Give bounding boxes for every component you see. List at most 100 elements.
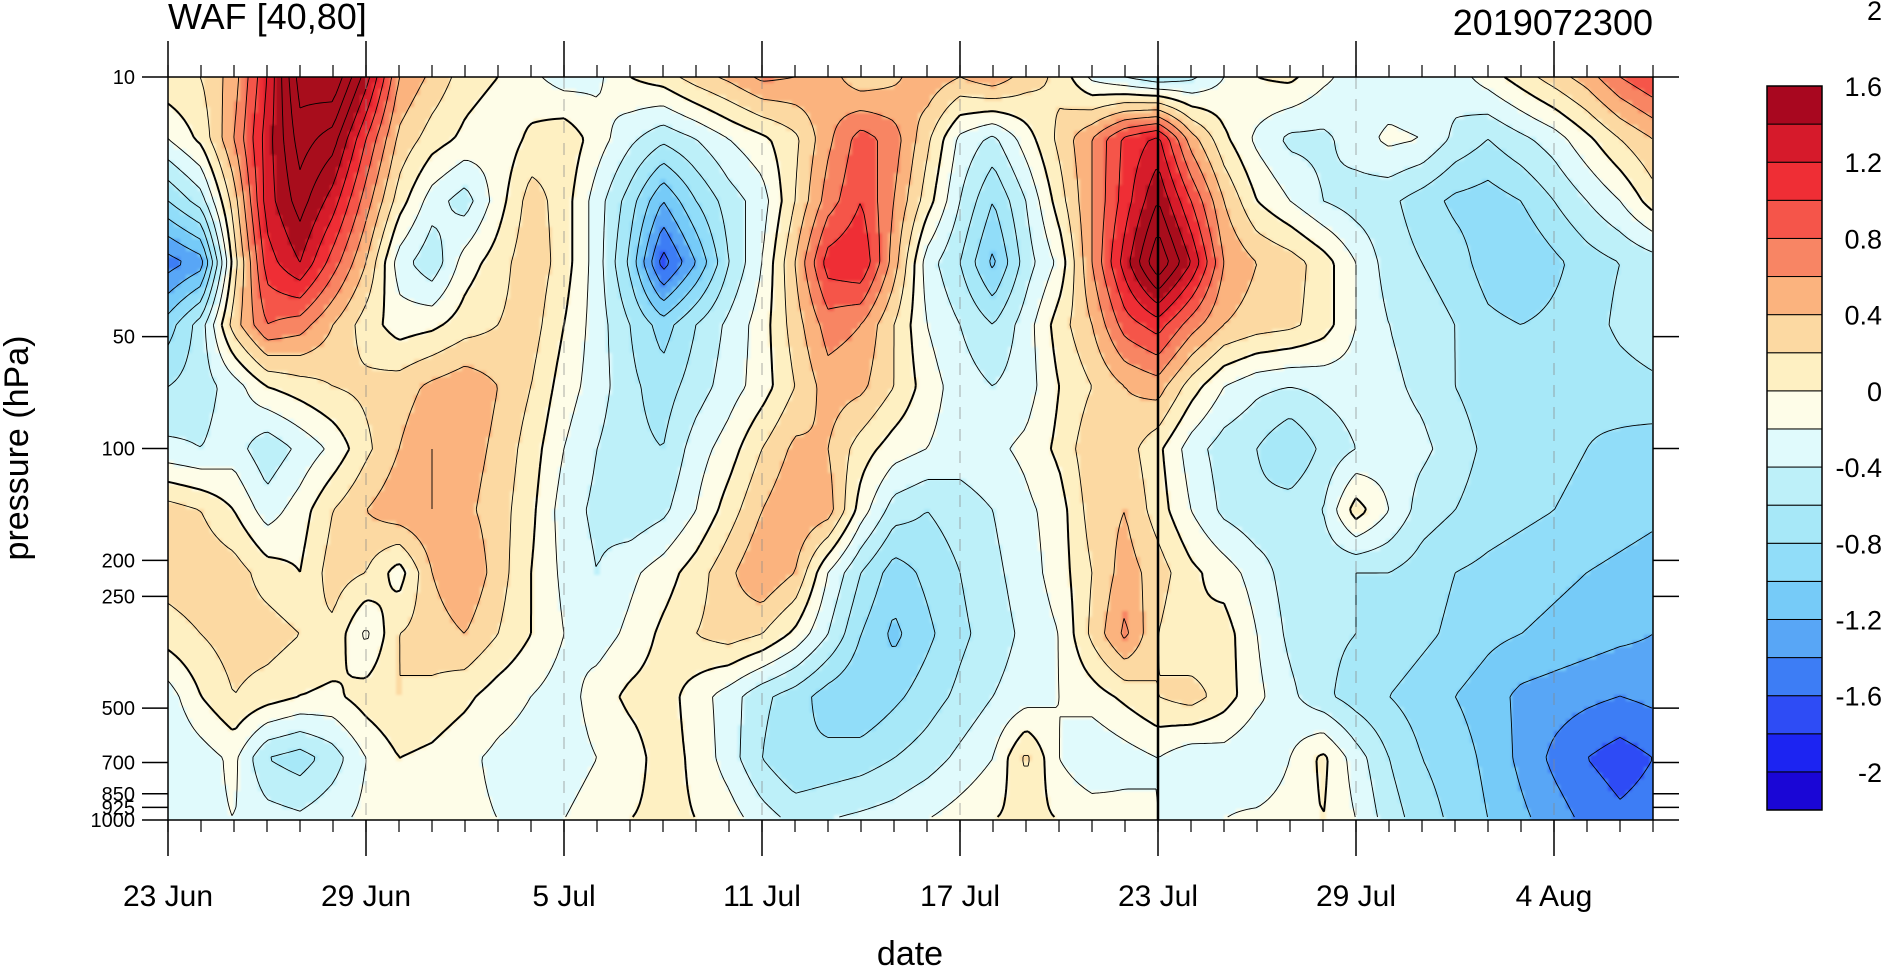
contour-cell (210, 161, 217, 168)
contour-cell (714, 179, 721, 186)
contour-cell (798, 143, 805, 150)
contour-cell (228, 173, 235, 180)
contour-cell (456, 83, 463, 90)
contour-cell (1278, 77, 1285, 84)
contour-cell (960, 173, 967, 180)
contour-cell (888, 143, 895, 150)
contour-cell (612, 107, 619, 114)
contour-cell (240, 143, 247, 150)
contour-cell (564, 125, 571, 132)
contour-cell (174, 95, 181, 102)
contour-cell (186, 155, 193, 162)
contour-cell (1572, 161, 1579, 168)
contour-cell (546, 107, 553, 114)
contour-cell (1152, 83, 1159, 90)
contour-cell (1608, 185, 1615, 192)
contour-cell (720, 137, 727, 144)
contour-cell (336, 137, 343, 144)
contour-cell (720, 173, 727, 180)
contour-cell (1404, 107, 1411, 114)
contour-cell (324, 125, 331, 132)
contour-cell (894, 155, 901, 162)
contour-cell (1416, 101, 1423, 108)
contour-cell (1026, 185, 1033, 192)
contour-cell (1542, 95, 1549, 102)
contour-cell (1164, 119, 1171, 126)
contour-cell (714, 131, 721, 138)
contour-cell (936, 137, 943, 144)
contour-cell (762, 77, 769, 84)
contour-cell (606, 155, 613, 162)
contour-cell (1044, 179, 1051, 186)
contour-cell (1476, 161, 1483, 168)
contour-cell (174, 149, 181, 156)
contour-cell (1098, 131, 1105, 138)
contour-cell (660, 155, 667, 162)
contour-cell (1452, 125, 1459, 132)
contour-cell (1308, 89, 1315, 96)
contour-cell (396, 107, 403, 114)
contour-cell (1386, 137, 1393, 144)
contour-cell (858, 125, 865, 132)
contour-cell (192, 107, 199, 114)
contour-cell (900, 179, 907, 186)
contour-cell (1068, 89, 1075, 96)
contour-cell (1614, 155, 1621, 162)
contour-cell (318, 119, 325, 126)
contour-cell (630, 143, 637, 150)
contour-cell (1020, 107, 1027, 114)
contour-cell (294, 77, 301, 84)
contour-cell (384, 137, 391, 144)
contour-cell (942, 161, 949, 168)
contour-cell (1188, 167, 1195, 174)
contour-cell (1170, 185, 1177, 192)
contour-cell (378, 185, 385, 192)
contour-cell (1272, 167, 1279, 174)
contour-cell (1074, 113, 1081, 120)
contour-cell (828, 113, 835, 120)
contour-cell (336, 125, 343, 132)
contour-cell (660, 137, 667, 144)
contour-cell (1272, 83, 1279, 90)
contour-cell (1026, 107, 1033, 114)
contour-cell (1476, 155, 1483, 162)
contour-cell (1320, 143, 1327, 150)
contour-cell (792, 167, 799, 174)
contour-cell (948, 125, 955, 132)
contour-cell (996, 83, 1003, 90)
contour-cell (552, 113, 559, 120)
contour-cell (1002, 89, 1009, 96)
contour-cell (1356, 113, 1363, 120)
contour-cell (624, 95, 631, 102)
contour-cell (330, 185, 337, 192)
contour-cell (1248, 143, 1255, 150)
contour-cell (1518, 161, 1525, 168)
contour-cell (168, 113, 175, 120)
contour-cell (726, 131, 733, 138)
contour-cell (1512, 77, 1519, 84)
contour-cell (1104, 89, 1111, 96)
contour-cell (1488, 107, 1495, 114)
contour-cell (1428, 131, 1435, 138)
contour-cell (792, 143, 799, 150)
contour-cell (648, 95, 655, 102)
contour-cell (216, 131, 223, 138)
contour-cell (198, 107, 205, 114)
contour-cell (666, 131, 673, 138)
contour-cell (900, 95, 907, 102)
contour-cell (822, 179, 829, 186)
contour-cell (1608, 155, 1615, 162)
contour-cell (654, 113, 661, 120)
contour-cell (1284, 167, 1291, 174)
contour-cell (600, 137, 607, 144)
contour-cell (1086, 167, 1093, 174)
contour-cell (282, 131, 289, 138)
contour-cell (1194, 137, 1201, 144)
contour-cell (408, 167, 415, 174)
contour-cell (1038, 161, 1045, 168)
contour-cell (1356, 179, 1363, 186)
contour-cell (786, 155, 793, 162)
contour-cell (270, 131, 277, 138)
contour-cell (1218, 113, 1225, 120)
contour-cell (594, 173, 601, 180)
